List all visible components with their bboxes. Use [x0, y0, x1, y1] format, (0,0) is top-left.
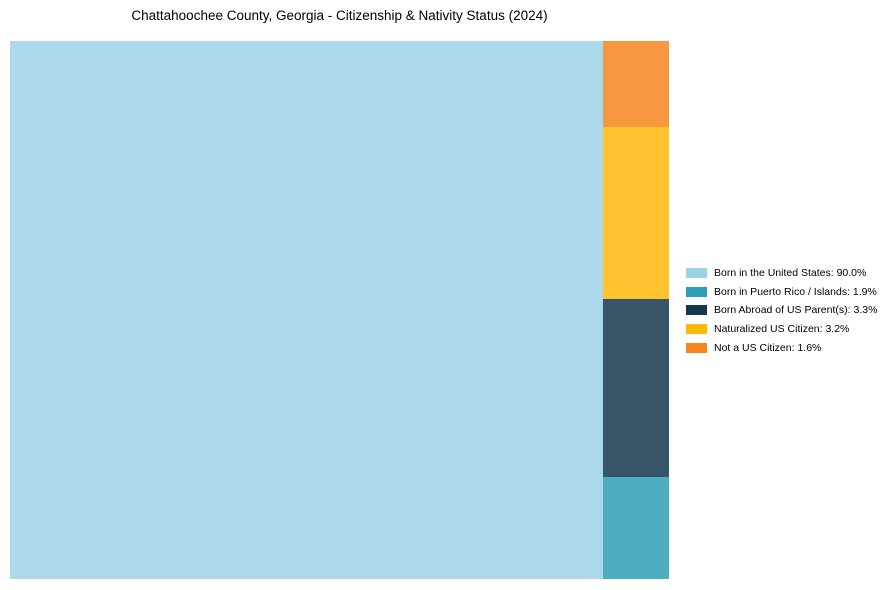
- legend-label: Naturalized US Citizen: 3.2%: [714, 323, 850, 336]
- legend-label: Born in Puerto Rico / Islands: 1.9%: [714, 285, 877, 298]
- treemap-block: [603, 41, 669, 128]
- legend-swatch: [686, 268, 707, 279]
- legend-label: Born in the United States: 90.0%: [714, 267, 867, 280]
- legend: Born in the United States: 90.0% Born in…: [686, 264, 877, 357]
- treemap-block: [603, 299, 669, 477]
- treemap-block: [603, 476, 669, 579]
- legend-label: Born Abroad of US Parent(s): 3.3%: [714, 304, 878, 317]
- treemap-block: [603, 127, 669, 300]
- legend-swatch: [686, 324, 707, 335]
- legend-swatch: [686, 305, 707, 316]
- chart-title: Chattahoochee County, Georgia - Citizens…: [131, 8, 548, 23]
- legend-row: Born Abroad of US Parent(s): 3.3%: [686, 301, 877, 320]
- legend-row: Born in Puerto Rico / Islands: 1.9%: [686, 283, 877, 302]
- legend-swatch: [686, 342, 707, 353]
- treemap-plot-area: [10, 41, 669, 579]
- legend-row: Naturalized US Citizen: 3.2%: [686, 320, 877, 339]
- treemap-block-main: [10, 41, 604, 579]
- legend-label: Not a US Citizen: 1.6%: [714, 341, 822, 354]
- legend-row: Not a US Citizen: 1.6%: [686, 338, 877, 357]
- legend-row: Born in the United States: 90.0%: [686, 264, 877, 283]
- legend-swatch: [686, 286, 707, 297]
- treemap-column: [603, 41, 669, 579]
